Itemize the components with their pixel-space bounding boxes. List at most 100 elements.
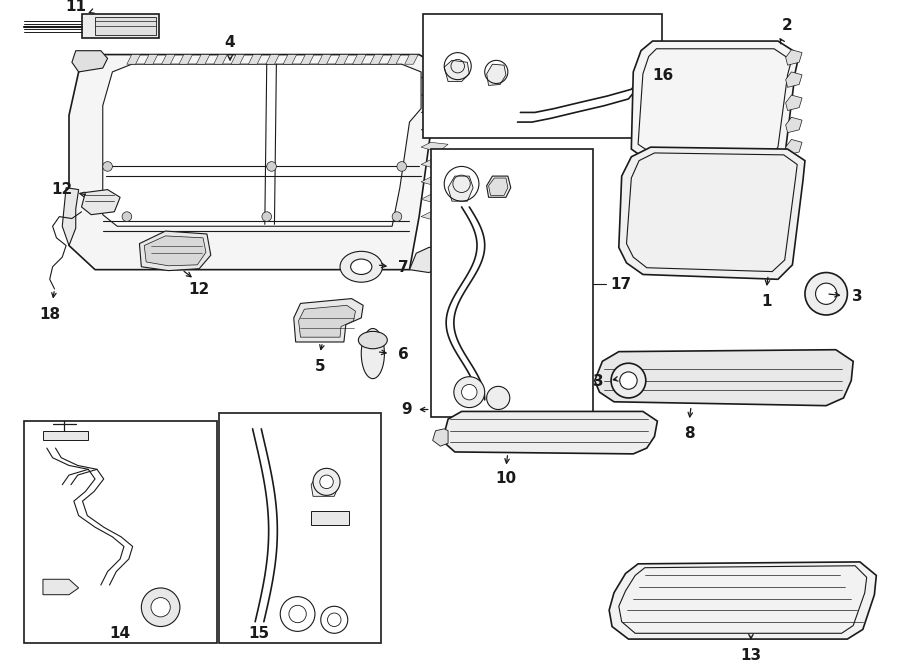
Polygon shape [293,299,364,342]
Text: 3: 3 [851,289,862,304]
Text: 8: 8 [684,426,695,441]
Polygon shape [421,212,448,221]
Text: 15: 15 [248,626,270,641]
Polygon shape [421,160,448,169]
Polygon shape [445,412,657,454]
Polygon shape [487,64,506,85]
Bar [219,413,381,643]
Polygon shape [335,54,348,64]
Ellipse shape [805,273,848,315]
Polygon shape [82,189,120,214]
Polygon shape [62,187,78,246]
Polygon shape [196,54,210,64]
Polygon shape [595,350,853,406]
Polygon shape [140,231,211,271]
Polygon shape [410,246,448,273]
Ellipse shape [487,387,509,410]
Polygon shape [213,54,227,64]
Text: 3: 3 [593,374,604,389]
Ellipse shape [611,363,646,398]
Polygon shape [318,54,331,64]
Polygon shape [433,429,448,446]
Ellipse shape [620,372,637,389]
Polygon shape [786,50,802,65]
Polygon shape [445,60,469,81]
Ellipse shape [262,212,272,221]
Polygon shape [387,54,400,64]
Polygon shape [609,562,877,639]
Polygon shape [69,54,448,269]
Ellipse shape [815,283,837,305]
Ellipse shape [141,588,180,626]
Ellipse shape [358,332,387,349]
Polygon shape [284,54,297,64]
Polygon shape [144,236,206,266]
Polygon shape [421,73,448,83]
Text: 6: 6 [399,347,410,362]
Polygon shape [179,54,193,64]
Polygon shape [72,51,108,72]
Text: 9: 9 [401,402,412,417]
Polygon shape [144,54,158,64]
Bar [23,421,217,643]
Text: 10: 10 [495,471,517,487]
Ellipse shape [361,328,384,379]
Ellipse shape [313,468,340,495]
Polygon shape [421,108,448,117]
Polygon shape [266,54,279,64]
Polygon shape [786,72,802,87]
Ellipse shape [266,162,276,171]
Polygon shape [353,54,366,64]
Ellipse shape [397,162,407,171]
Text: 18: 18 [40,307,60,322]
Polygon shape [248,54,262,64]
Polygon shape [487,176,511,197]
Text: 14: 14 [110,626,130,641]
Text: 7: 7 [399,260,409,275]
Ellipse shape [320,475,333,489]
Polygon shape [311,475,339,496]
Text: 12: 12 [189,283,210,297]
Ellipse shape [122,212,131,221]
Polygon shape [311,511,348,525]
Polygon shape [370,54,383,64]
Polygon shape [162,54,176,64]
Ellipse shape [392,212,401,221]
Text: 17: 17 [610,277,631,292]
Text: 2: 2 [782,18,793,33]
Polygon shape [786,117,802,132]
Text: 13: 13 [741,648,761,662]
Bar [431,149,593,417]
Polygon shape [421,195,448,204]
Polygon shape [421,142,448,152]
Polygon shape [448,176,473,201]
Polygon shape [127,54,140,64]
Polygon shape [103,64,421,226]
Ellipse shape [454,377,485,408]
Ellipse shape [340,252,382,282]
Polygon shape [301,54,314,64]
Polygon shape [95,17,156,35]
Text: 1: 1 [761,294,771,309]
Text: 11: 11 [66,0,86,14]
Bar [423,14,662,138]
Polygon shape [489,178,508,195]
Text: 4: 4 [225,36,236,50]
Polygon shape [82,14,158,38]
Polygon shape [43,579,78,594]
Polygon shape [405,54,418,64]
Text: 12: 12 [51,182,73,197]
Polygon shape [299,305,356,337]
Polygon shape [421,125,448,134]
Text: 5: 5 [314,359,325,373]
Polygon shape [631,41,799,168]
Ellipse shape [462,385,477,400]
Ellipse shape [351,259,372,275]
Polygon shape [421,90,448,100]
Polygon shape [619,147,805,279]
Polygon shape [421,177,448,187]
Polygon shape [786,140,802,155]
Ellipse shape [151,598,170,617]
Text: 16: 16 [652,68,674,83]
Polygon shape [231,54,245,64]
